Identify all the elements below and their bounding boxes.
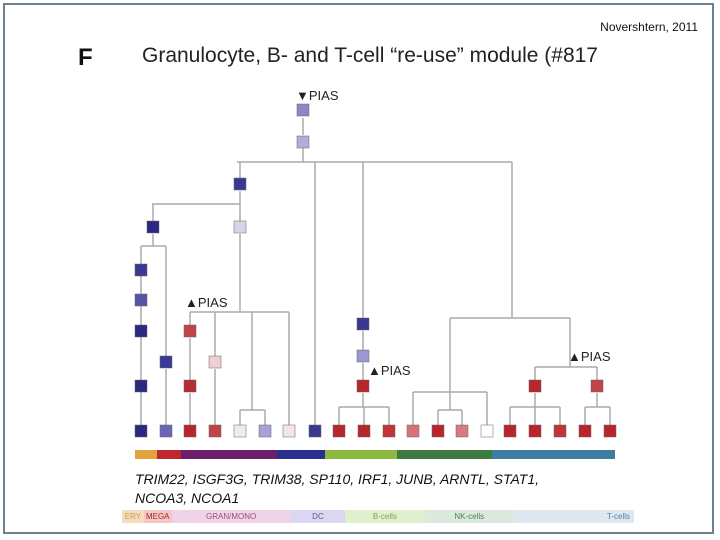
leaf-node [578, 424, 592, 438]
node [356, 379, 370, 393]
node [134, 263, 148, 277]
leaf-node [233, 424, 247, 438]
leaf-node [159, 424, 173, 438]
leaf-node [503, 424, 517, 438]
cell-type-colorbar [135, 450, 615, 459]
node [146, 220, 160, 234]
gene-list: TRIM22, ISGF3G, TRIM38, SP110, IRF1, JUN… [135, 470, 615, 508]
leaf-node [183, 424, 197, 438]
node [208, 355, 222, 369]
node [134, 379, 148, 393]
node [356, 317, 370, 331]
leaf-node [553, 424, 567, 438]
node [183, 379, 197, 393]
node [159, 355, 173, 369]
gene-list-line-2: NCOA3, NCOA1 [135, 490, 240, 506]
leaf-node [282, 424, 296, 438]
citation: Novershtern, 2011 [600, 20, 698, 34]
leaf-node [258, 424, 272, 438]
leaf-node [134, 424, 148, 438]
cell-type-legend: ERY MEGA GRAN/MONO DC B-cells NK-cells T… [122, 510, 635, 523]
node [233, 220, 247, 234]
legend-dc: DC [290, 510, 346, 523]
panel-letter: F [78, 44, 93, 71]
pias-label-right: ▲PIAS [568, 349, 611, 364]
leaf-node [208, 424, 222, 438]
leaf-node [480, 424, 494, 438]
leaf-node [431, 424, 445, 438]
pias-label-top: ▼PIAS [296, 88, 339, 103]
tree-edges [140, 118, 611, 425]
node-root-child [296, 135, 310, 149]
leaf-node [528, 424, 542, 438]
node-left-subtree [233, 177, 247, 191]
legend-nk-cells: NK-cells [424, 510, 514, 523]
legend-gran-mono: GRAN/MONO [171, 510, 291, 523]
leaf-node [603, 424, 617, 438]
legend-mega: MEGA [143, 510, 172, 523]
pias-annotations: ▼PIAS ▲PIAS ▲PIAS ▲PIAS [185, 88, 611, 378]
leaf-node [382, 424, 396, 438]
tree-nodes [134, 103, 617, 438]
node [528, 379, 542, 393]
gene-list-line-1: TRIM22, ISGF3G, TRIM38, SP110, IRF1, JUN… [135, 471, 540, 487]
slide-frame [3, 3, 714, 534]
module-title: Granulocyte, B- and T-cell “re-use” modu… [142, 44, 598, 67]
legend-ery: ERY [122, 510, 144, 523]
legend-b-cells: B-cells [345, 510, 425, 523]
node-root [296, 103, 310, 117]
pias-label-left: ▲PIAS [185, 295, 228, 310]
node [134, 324, 148, 338]
leaf-node [357, 424, 371, 438]
node [590, 379, 604, 393]
leaf-node [308, 424, 322, 438]
node [356, 349, 370, 363]
legend-t-cells: T-cells [513, 510, 635, 523]
pias-label-middle: ▲PIAS [368, 363, 411, 378]
leaf-node [332, 424, 346, 438]
node [183, 324, 197, 338]
leaf-node [406, 424, 420, 438]
node [134, 293, 148, 307]
leaf-node [455, 424, 469, 438]
